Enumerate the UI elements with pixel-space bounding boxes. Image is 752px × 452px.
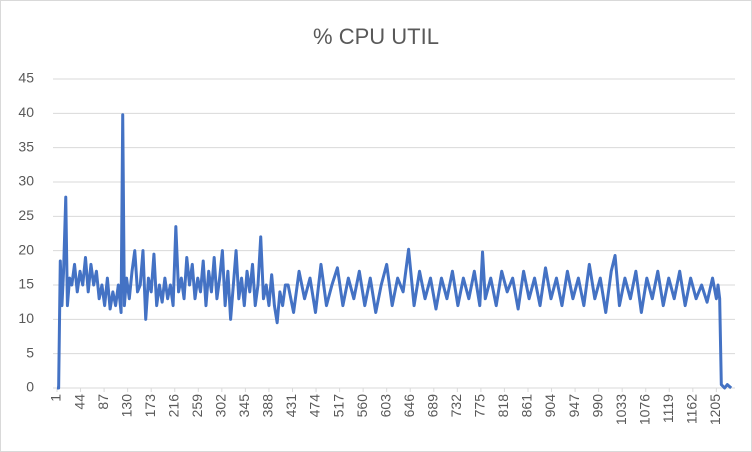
x-tick-label: 818: [495, 394, 511, 418]
x-tick-label: 302: [213, 394, 229, 418]
x-tick-label: 259: [189, 394, 205, 418]
x-tick-label: 388: [260, 394, 276, 418]
x-tick-label: 474: [307, 394, 323, 418]
chart-title: % CPU UTIL: [313, 24, 439, 49]
y-tick-label: 20: [18, 241, 34, 257]
y-tick-label: 30: [18, 173, 34, 189]
x-tick-label: 947: [566, 394, 582, 418]
x-tick-label: 990: [589, 394, 605, 418]
x-tick-label: 904: [542, 394, 558, 418]
x-tick-label: 1119: [660, 394, 676, 423]
x-tick-label: 560: [354, 394, 370, 418]
y-tick-label: 35: [18, 138, 34, 154]
x-tick-label: 861: [519, 394, 535, 418]
y-tick-label: 45: [18, 70, 34, 86]
x-tick-label: 130: [118, 394, 134, 418]
x-tick-label: 1033: [613, 394, 629, 425]
y-tick-label: 0: [26, 379, 34, 395]
x-tick-label: 1: [48, 394, 64, 402]
x-tick-label: 775: [472, 394, 488, 418]
x-tick-label: 87: [95, 394, 111, 410]
x-tick-label: 1205: [707, 394, 723, 425]
x-tick-label: 173: [142, 394, 158, 418]
y-tick-label: 5: [26, 344, 34, 360]
y-tick-label: 15: [18, 276, 34, 292]
line-series: [57, 113, 733, 390]
x-tick-label: 44: [71, 394, 87, 410]
x-tick-label: 603: [377, 394, 393, 418]
y-tick-label: 40: [18, 104, 34, 120]
x-tick-label: 689: [424, 394, 440, 418]
x-tick-label: 431: [283, 394, 299, 418]
x-tick-label: 517: [330, 394, 346, 418]
x-tick-label: 345: [236, 394, 252, 418]
y-tick-label: 10: [18, 310, 34, 326]
x-tick-label: 646: [401, 394, 417, 418]
y-tick-label: 25: [18, 207, 34, 223]
x-tick-label: 732: [448, 394, 464, 418]
x-tick-label: 1076: [636, 394, 652, 425]
x-tick-label: 1162: [684, 394, 700, 424]
x-tick-label: 216: [165, 394, 181, 418]
